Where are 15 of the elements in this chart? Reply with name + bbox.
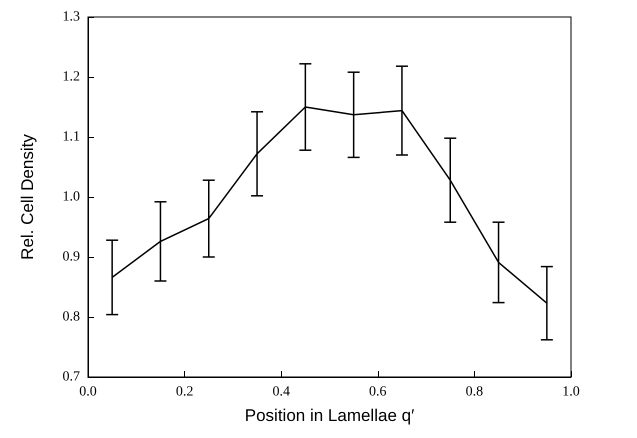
y-tick-label: 1.3 [62,10,80,24]
y-tick-label: 0.8 [62,310,80,324]
x-tick-label: 0.6 [369,384,387,400]
y-tick-label: 1.1 [62,130,80,144]
y-axis-title: Rel. Cell Density [18,134,37,260]
y-tick-label: 1.2 [62,70,80,84]
y-tick-label: 1.0 [62,190,80,204]
x-tick-label: 0.8 [466,384,484,400]
x-tick-label: 1.0 [562,384,580,400]
y-tick-label: 0.9 [62,250,80,264]
x-tick-label: 0.2 [176,384,194,400]
x-tick-label: 0.0 [79,384,97,400]
x-tick-label: 0.4 [272,384,290,400]
y-tick-label: 0.7 [62,370,80,384]
x-axis-title: Position in Lamellae q′ [244,406,414,425]
